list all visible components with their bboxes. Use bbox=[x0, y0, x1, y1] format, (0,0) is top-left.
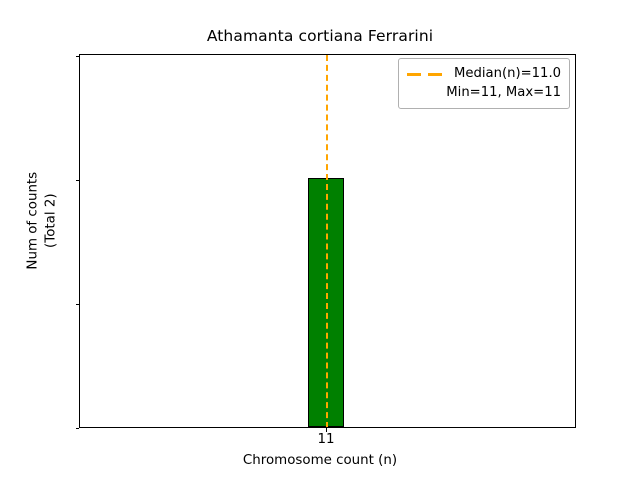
plot-inner bbox=[80, 55, 575, 427]
median-line bbox=[326, 55, 328, 427]
y-tick-mark-0 bbox=[75, 427, 79, 429]
page-title: Athamanta cortiana Ferrarini bbox=[206, 27, 434, 45]
y-tick-mark-3 bbox=[75, 56, 79, 58]
x-tick-mark-11 bbox=[326, 428, 327, 432]
dashed-line-icon bbox=[406, 66, 446, 82]
legend-label-minmax: Min=11, Max=11 bbox=[446, 85, 561, 100]
plot-area bbox=[79, 54, 576, 428]
x-tick-label-11: 11 bbox=[317, 432, 335, 447]
x-axis-label: Chromosome count (n) bbox=[242, 453, 398, 468]
legend-entry-median: Median(n)=11.0 bbox=[406, 64, 562, 83]
y-axis-label-line2: (Total 2) bbox=[43, 193, 58, 248]
legend: Median(n)=11.0 Min=11, Max=11 bbox=[398, 58, 570, 109]
legend-entry-minmax: Min=11, Max=11 bbox=[406, 83, 562, 102]
y-axis-label-line1: Num of counts bbox=[25, 171, 41, 270]
y-axis-label: Num of counts (Total 2) bbox=[24, 71, 59, 371]
y-tick-mark-1 bbox=[75, 303, 79, 305]
legend-label-median: Median(n)=11.0 bbox=[454, 66, 562, 81]
y-tick-mark-2 bbox=[75, 180, 79, 182]
